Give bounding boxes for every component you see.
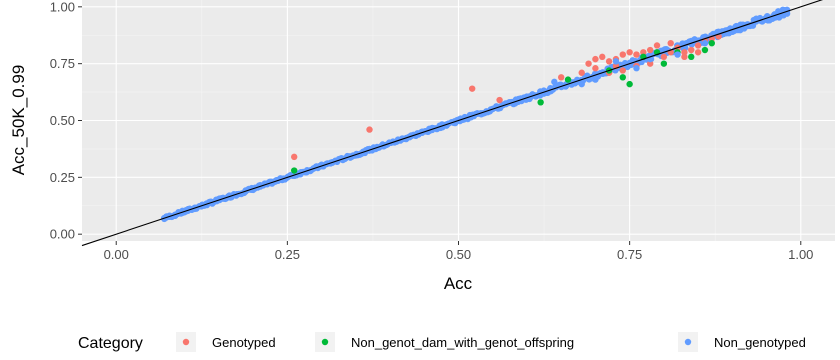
genotyped-point [646,46,654,54]
y-tick-label: 1.00 [50,0,75,14]
genotyped-point [366,126,373,133]
x-tick-label: 0.50 [446,247,471,262]
legend-label: Non_genotyped [714,335,806,350]
genotyped-point [681,53,688,61]
genotyped-point [592,65,599,72]
dam-point [660,60,668,67]
genotyped-point [660,53,668,61]
y-tick-label: 0.00 [50,227,75,242]
genotyped-point [578,69,585,76]
legend-key-dot [684,338,692,346]
y-tick-label: 0.50 [50,113,75,128]
genotyped-point [653,42,661,49]
genotyped-point [688,46,695,54]
non-genotyped-point [612,58,620,65]
genotyped-point [496,96,503,104]
dam-point [537,99,544,106]
dam-point [291,167,298,174]
dam-point [688,53,695,61]
axes: 0.00 0.25 0.50 0.75 1.00 0.00 0.25 0.50 0.75 1.00 [50,0,814,262]
dam-point [708,39,715,47]
y-tick-label: 0.25 [50,170,75,185]
x-tick-label: 0.75 [617,247,642,262]
x-tick-label: 1.00 [788,247,813,262]
non-genotyped-point [701,39,709,47]
genotyped-point [468,85,476,92]
dam-point [564,76,572,83]
x-tick-label: 0.25 [275,247,300,262]
legend-key-dot [321,338,329,346]
genotyped-point [694,42,702,49]
genotyped-point [633,51,640,58]
legend-title: Category [78,335,143,352]
genotyped-point [646,60,654,67]
genotyped-point [619,51,626,58]
dam-point [619,74,626,81]
non-genotyped-point [578,80,585,88]
genotyped-point [605,58,613,65]
legend: Category Genotyped Non_genot_dam_with_gen… [78,332,806,352]
reference-line-group [81,0,824,247]
genotyped-point [619,67,626,74]
non-genotyped-point [633,65,640,72]
dam-point [701,46,709,54]
x-tick-label: 0.00 [104,247,129,262]
legend-label: Genotyped [212,335,276,350]
genotyped-point [640,49,647,56]
genotyped-point [667,39,674,47]
non-genotyped-point [592,76,599,83]
genotyped-point [592,55,599,63]
genotyped-point [557,74,565,81]
genotyped-point [681,49,688,56]
genotyped-point [291,153,298,161]
dam-point [626,80,633,88]
genotyped-point [585,60,592,67]
x-axis-title: Acc [444,274,473,293]
reference-line [81,0,824,247]
genotyped-point [694,49,702,56]
genotyped-point [626,49,633,56]
legend-key-dot [182,338,190,346]
genotyped-point [599,53,606,61]
legend-label: Non_genot_dam_with_genot_offspring [351,335,574,350]
non-genotyped-point [674,51,681,58]
y-axis-title: Acc_50K_0.99 [9,65,28,176]
non-genotyped-point [551,78,558,86]
y-tick-label: 0.75 [50,56,75,71]
